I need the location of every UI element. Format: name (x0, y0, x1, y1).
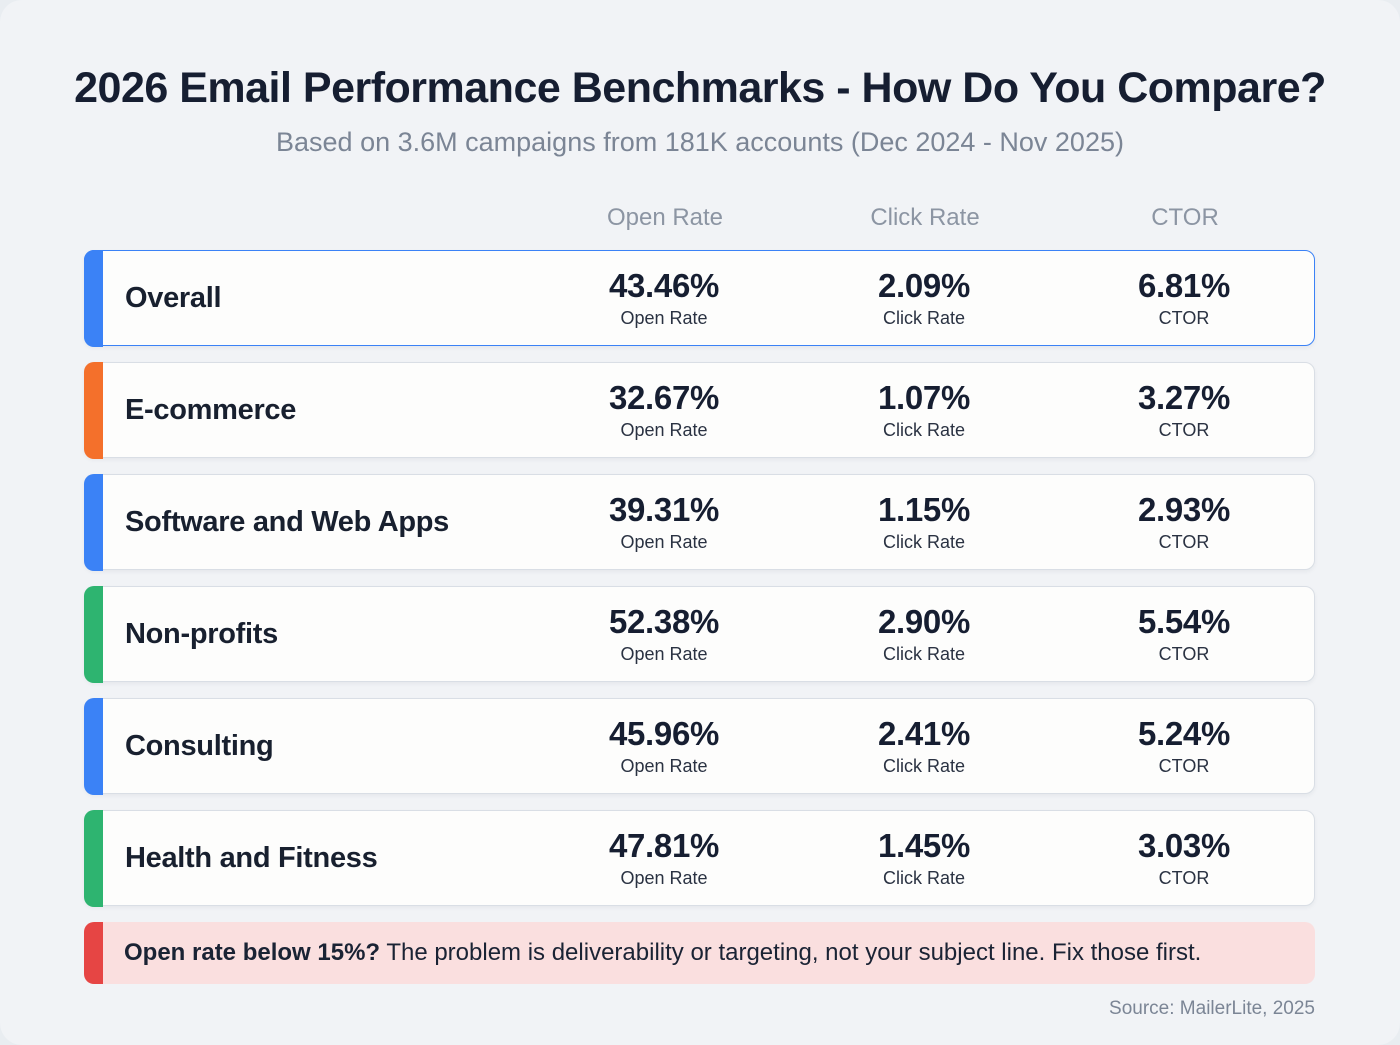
metric-cell: 2.90% Click Rate (794, 603, 1054, 665)
source-note: Source: MailerLite, 2025 (1109, 998, 1315, 1019)
benchmark-row: Health and Fitness 47.81% Open Rate 1.45% Cl… (83, 809, 1315, 907)
metric-value: 1.15% (877, 491, 971, 528)
metric-value: 3.27% (1137, 379, 1231, 416)
row-accent-bar (83, 361, 103, 459)
metric-value: 32.67% (608, 379, 720, 416)
metric-value: 2.09% (877, 267, 971, 304)
metric-cell: 1.45% Click Rate (794, 827, 1054, 889)
metric-cell: 3.03% CTOR (1054, 827, 1314, 889)
benchmark-row: Overall 43.46% Open Rate 2.09% Click Rate 6.8… (83, 249, 1315, 347)
metric-sublabel: Open Rate (620, 644, 708, 664)
column-header-ctor: CTOR (1151, 204, 1219, 231)
metric-sublabel: Open Rate (620, 532, 708, 552)
row-accent-bar (83, 249, 103, 347)
metric-value: 1.45% (877, 827, 971, 864)
metric-cell: 39.31% Open Rate (534, 491, 794, 553)
metric-value: 52.38% (608, 603, 720, 640)
metric-sublabel: Click Rate (882, 756, 966, 776)
row-content: Software and Web Apps 39.31% Open Rate 1.15… (103, 475, 1314, 569)
metric-cell: 6.81% CTOR (1054, 267, 1314, 329)
metric-value: 45.96% (608, 715, 720, 752)
page-subtitle: Based on 3.6M campaigns from 181K accoun… (276, 127, 1124, 157)
row-accent-bar (83, 697, 103, 795)
category-label: Software and Web Apps (125, 505, 450, 538)
column-header-open-rate: Open Rate (606, 204, 724, 231)
row-content: Health and Fitness 47.81% Open Rate 1.45% Cl… (103, 811, 1314, 905)
metric-sublabel: Click Rate (882, 868, 966, 888)
metric-cell: 5.24% CTOR (1054, 715, 1314, 777)
metric-cell: 2.09% Click Rate (794, 267, 1054, 329)
metric-cell: 1.07% Click Rate (794, 379, 1054, 441)
metric-value: 43.46% (608, 267, 720, 304)
callout-banner: Open rate below 15%? The problem is deli… (84, 922, 1315, 984)
row-content: E-commerce 32.67% Open Rate 1.07% Click Rate… (103, 363, 1314, 457)
callout-text: Open rate below 15%? The problem is deli… (84, 939, 1201, 967)
benchmark-row: Software and Web Apps 39.31% Open Rate 1.15… (83, 473, 1315, 571)
metric-sublabel: CTOR (1158, 644, 1210, 664)
benchmark-rows: Overall 43.46% Open Rate 2.09% Click Rate 6.8… (83, 249, 1315, 907)
benchmark-row: E-commerce 32.67% Open Rate 1.07% Click Rate… (83, 361, 1315, 459)
metric-cell: 47.81% Open Rate (534, 827, 794, 889)
metric-sublabel: CTOR (1158, 532, 1210, 552)
metric-cell: 2.93% CTOR (1054, 491, 1314, 553)
metric-sublabel: CTOR (1158, 420, 1210, 440)
metric-value: 2.41% (877, 715, 971, 752)
metric-value: 6.81% (1137, 267, 1231, 304)
callout-regular-text: The problem is deliverability or targeti… (380, 939, 1202, 966)
metric-cell: 5.54% CTOR (1054, 603, 1314, 665)
metric-cell: 2.41% Click Rate (794, 715, 1054, 777)
metric-value: 1.07% (877, 379, 971, 416)
metric-cell: 43.46% Open Rate (534, 267, 794, 329)
metric-sublabel: Click Rate (882, 532, 966, 552)
row-accent-bar (83, 809, 103, 907)
category-label: Non-profits (125, 617, 278, 650)
metric-sublabel: CTOR (1158, 756, 1210, 776)
column-headers: Open Rate Click Rate CTOR (102, 202, 1315, 234)
row-content: Consulting 45.96% Open Rate 2.41% Click Rate… (103, 699, 1314, 793)
page-title: 2026 Email Performance Benchmarks - How … (74, 64, 1326, 112)
metric-sublabel: Click Rate (882, 644, 966, 664)
metric-value: 47.81% (608, 827, 720, 864)
metric-sublabel: Click Rate (882, 420, 966, 440)
metric-cell: 32.67% Open Rate (534, 379, 794, 441)
row-accent-bar (83, 473, 103, 571)
row-accent-bar (83, 585, 103, 683)
metric-sublabel: CTOR (1158, 868, 1210, 888)
callout-bold-text: Open rate below 15%? (124, 939, 381, 966)
metric-sublabel: Open Rate (620, 420, 708, 440)
metric-cell: 3.27% CTOR (1054, 379, 1314, 441)
category-label: Overall (125, 281, 222, 314)
metric-sublabel: Click Rate (882, 308, 966, 328)
row-content: Overall 43.46% Open Rate 2.09% Click Rate 6.8… (103, 251, 1314, 345)
row-content: Non-profits 52.38% Open Rate 2.90% Click Rat… (103, 587, 1314, 681)
benchmark-row: Non-profits 52.38% Open Rate 2.90% Click Rat… (83, 585, 1315, 683)
metric-sublabel: CTOR (1158, 308, 1210, 328)
category-label: Consulting (125, 729, 274, 762)
callout-accent-bar (84, 922, 103, 984)
metric-value: 39.31% (608, 491, 720, 528)
metric-value: 5.24% (1137, 715, 1231, 752)
column-header-click-rate: Click Rate (870, 204, 980, 231)
category-label: E-commerce (125, 393, 297, 426)
metric-cell: 1.15% Click Rate (794, 491, 1054, 553)
metric-sublabel: Open Rate (620, 308, 708, 328)
metric-cell: 52.38% Open Rate (534, 603, 794, 665)
benchmark-row: Consulting 45.96% Open Rate 2.41% Click Rate… (83, 697, 1315, 795)
metric-sublabel: Open Rate (620, 868, 708, 888)
metric-sublabel: Open Rate (620, 756, 708, 776)
metric-value: 3.03% (1137, 827, 1231, 864)
metric-value: 2.90% (877, 603, 971, 640)
metric-value: 5.54% (1137, 603, 1231, 640)
category-label: Health and Fitness (125, 841, 378, 874)
metric-value: 2.93% (1137, 491, 1231, 528)
metric-cell: 45.96% Open Rate (534, 715, 794, 777)
